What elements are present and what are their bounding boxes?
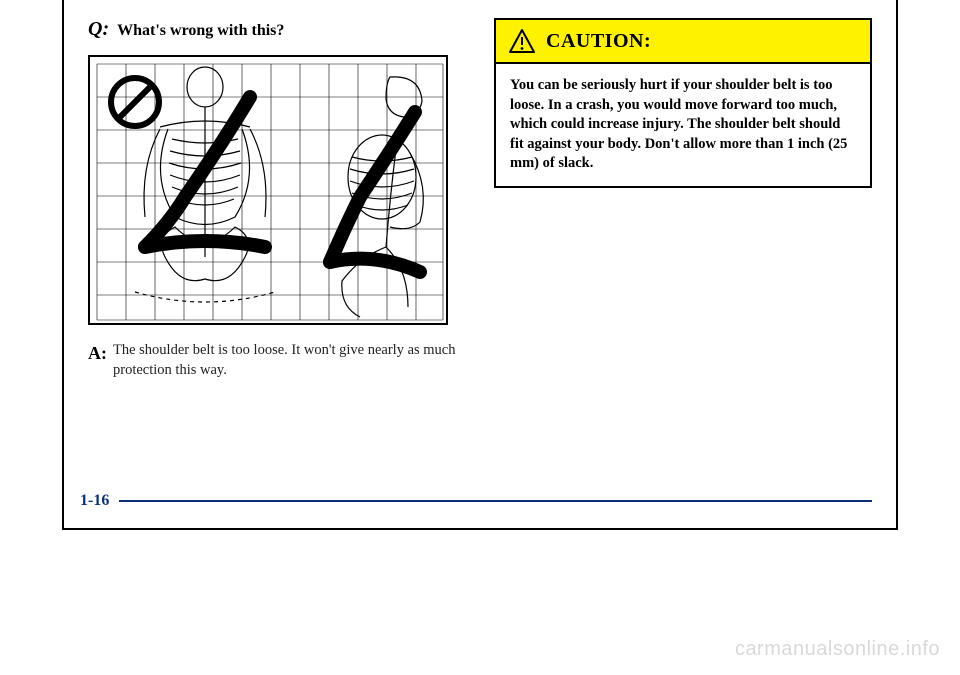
- page-frame: Q: What's wrong with this?: [62, 0, 898, 530]
- illustration: [88, 55, 448, 325]
- caution-box: CAUTION: You can be seriously hurt if yo…: [494, 18, 872, 188]
- illustration-svg: [90, 57, 448, 325]
- a-text: The shoulder belt is too loose. It won't…: [113, 341, 466, 380]
- watermark: carmanualsonline.info: [735, 638, 940, 661]
- question-line: Q: What's wrong with this?: [88, 18, 466, 41]
- answer-block: A: The shoulder belt is too loose. It wo…: [88, 341, 466, 380]
- caution-title: CAUTION:: [546, 30, 651, 53]
- prohibit-icon: [111, 78, 159, 126]
- warning-icon: [508, 28, 536, 54]
- page-footer: 1-16: [80, 492, 872, 510]
- page-rule: [119, 500, 872, 502]
- q-text: What's wrong with this?: [117, 22, 284, 39]
- a-prefix: A:: [88, 341, 107, 380]
- caution-body: You can be seriously hurt if your should…: [496, 64, 870, 186]
- q-prefix: Q:: [88, 18, 109, 40]
- left-column: Q: What's wrong with this?: [88, 18, 466, 528]
- caution-header: CAUTION:: [496, 20, 870, 64]
- right-column: CAUTION: You can be seriously hurt if yo…: [494, 18, 872, 528]
- page-number: 1-16: [80, 492, 109, 510]
